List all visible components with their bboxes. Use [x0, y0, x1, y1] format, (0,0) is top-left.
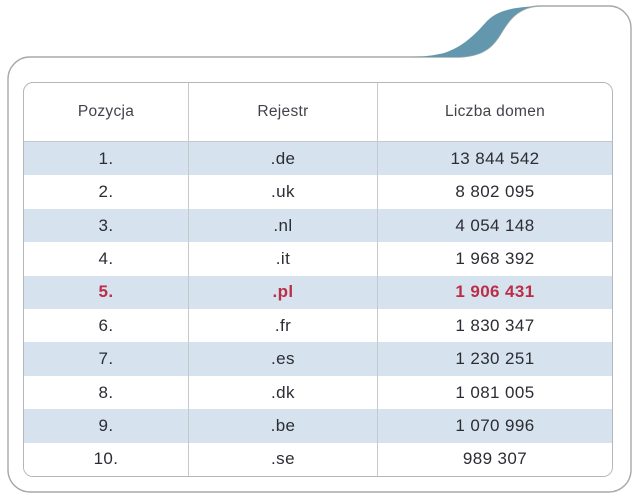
table-row: 9. .be 1 070 996	[24, 409, 612, 443]
table-row: 4. .it 1 968 392	[24, 242, 612, 276]
cell-position: 8.	[24, 375, 189, 410]
cell-registry: .fr	[189, 309, 378, 343]
table-row: 3. .nl 4 054 148	[24, 208, 612, 243]
table-row: 8. .dk 1 081 005	[24, 375, 612, 410]
cell-position: 5.	[24, 275, 189, 310]
cell-domains: 4 054 148	[455, 215, 535, 235]
domains-ranking-table: Pozycja Rejestr Liczba domen 1. .de 13 844…	[23, 82, 613, 477]
column-header-domain-count: Liczba domen	[444, 103, 546, 120]
cell-position: 10.	[24, 442, 189, 476]
cell-domains: 1 070 996	[455, 415, 535, 435]
cell-registry: .dk	[189, 375, 378, 410]
table-row: 5. .pl 1 906 431	[24, 275, 612, 310]
cell-registry: .uk	[189, 175, 378, 209]
table-row: 6. .fr 1 830 347	[24, 309, 612, 343]
cell-registry: .it	[189, 242, 378, 276]
cell-domains: 1 081 005	[455, 382, 535, 402]
cell-position: 9.	[24, 409, 189, 443]
cell-registry: .de	[189, 142, 378, 176]
cell-domains: 13 844 542	[450, 148, 540, 168]
cell-position: 4.	[24, 242, 189, 276]
cell-domains: 1 968 392	[455, 248, 535, 268]
cell-position: 3.	[24, 208, 189, 243]
cell-domains: 989 307	[462, 449, 528, 469]
cell-position: 1.	[24, 142, 189, 176]
cell-position: 2.	[24, 175, 189, 209]
table-row: 10. .se 989 307	[24, 442, 612, 476]
cell-position: 7.	[24, 342, 189, 376]
cell-domains: 1 830 347	[455, 315, 535, 335]
cell-registry: .be	[189, 409, 378, 443]
cell-registry: .nl	[189, 208, 378, 243]
cell-domains: 1 906 431	[455, 282, 535, 302]
table-body: 1. .de 13 844 542 2. .uk 8 802 095 3. .nl 4 054 …	[24, 142, 612, 476]
cell-position: 6.	[24, 309, 189, 343]
cell-registry: .es	[189, 342, 378, 376]
cell-registry: .se	[189, 442, 378, 476]
table-row: 7. .es 1 230 251	[24, 342, 612, 376]
column-header-registry: Rejestr	[189, 83, 378, 141]
cell-domains: 1 230 251	[455, 349, 535, 369]
cell-registry: .pl	[189, 275, 378, 310]
table-row: 2. .uk 8 802 095	[24, 175, 612, 209]
cell-domains: 8 802 095	[455, 182, 535, 202]
table-row: 1. .de 13 844 542	[24, 142, 612, 176]
column-header-position: Pozycja	[24, 83, 189, 141]
table-header-row: Pozycja Rejestr Liczba domen	[24, 83, 612, 142]
swoosh-icon	[408, 6, 552, 57]
